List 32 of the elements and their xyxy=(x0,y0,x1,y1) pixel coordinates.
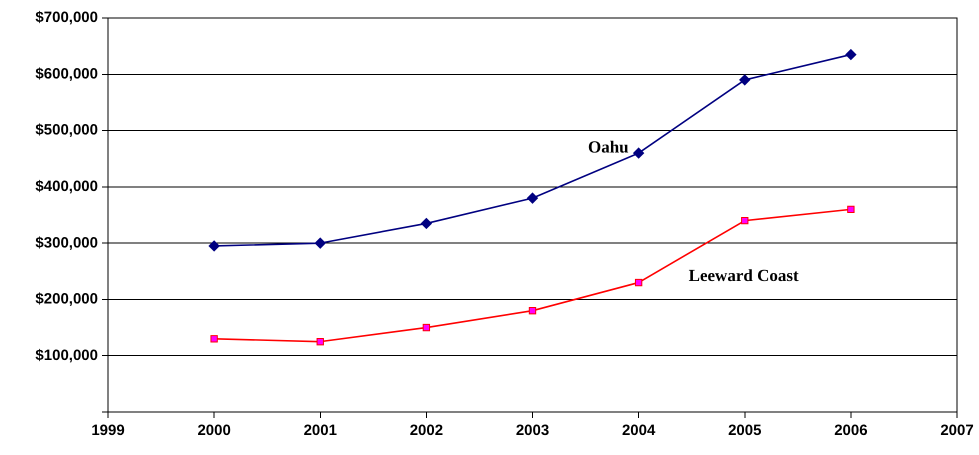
series-label: Leeward Coast xyxy=(688,266,799,285)
x-tick-label: 2007 xyxy=(940,422,974,440)
point xyxy=(420,218,432,229)
x-tick-label: 2003 xyxy=(516,422,550,440)
point xyxy=(316,338,324,346)
x-tick-label: 2002 xyxy=(410,422,444,440)
point xyxy=(845,49,856,60)
point xyxy=(634,278,642,286)
point xyxy=(314,238,326,249)
point xyxy=(422,324,430,332)
point xyxy=(741,216,748,224)
point xyxy=(847,206,855,214)
point xyxy=(527,192,538,204)
x-tick-label: 2005 xyxy=(728,422,762,440)
y-tick-label: $300,000 xyxy=(35,234,98,252)
x-tick-label: 2006 xyxy=(834,422,868,440)
y-tick-label: $100,000 xyxy=(35,346,98,364)
point xyxy=(633,148,644,159)
y-tick-label: $200,000 xyxy=(35,290,98,308)
x-tick-label: 2000 xyxy=(197,422,231,440)
point xyxy=(208,240,220,252)
point xyxy=(528,307,536,314)
y-tick-label: $600,000 xyxy=(35,65,98,82)
x-tick-label: 1999 xyxy=(91,422,125,440)
point xyxy=(210,335,218,343)
x-tick-label: 2001 xyxy=(304,422,337,440)
x-tick-label: 2004 xyxy=(622,422,656,440)
series-label: Oahu xyxy=(588,137,629,156)
point xyxy=(739,74,750,86)
y-tick-label: $400,000 xyxy=(35,178,98,195)
y-tick-label: $500,000 xyxy=(35,122,98,139)
y-tick-label: $700,000 xyxy=(35,9,98,26)
